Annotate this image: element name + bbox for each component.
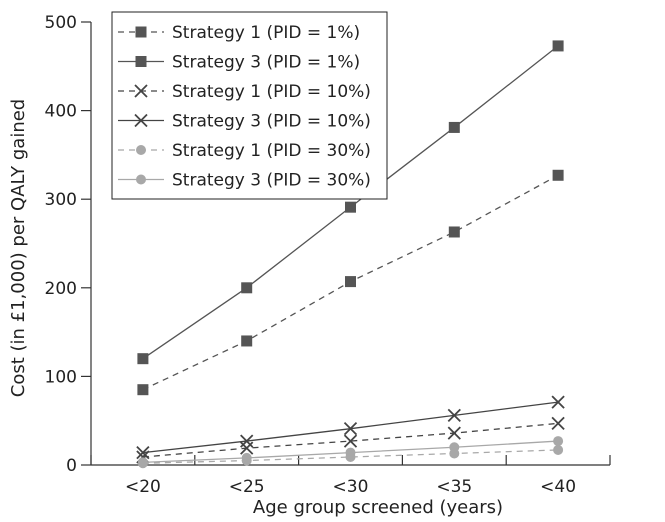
data-point [447, 426, 461, 440]
y-tick-label: 500 [45, 13, 77, 33]
data-point [345, 201, 356, 213]
data-point [345, 447, 356, 458]
legend-item: Strategy 3 (PID = 30%) [118, 171, 371, 191]
legend-label: Strategy 1 (PID = 30%) [172, 141, 371, 161]
legend-box [111, 11, 388, 200]
x-tick-label: <30 [333, 477, 369, 497]
x-tick-label: <25 [229, 477, 265, 497]
legend-item: Strategy 3 (PID = 10%) [118, 112, 371, 132]
y-tick-label: 200 [45, 279, 77, 299]
legend-marker [136, 145, 146, 155]
y-tick-label: 0 [66, 456, 77, 476]
series-6 [137, 436, 564, 468]
x-tick-label: <20 [125, 477, 161, 497]
legend-item: Strategy 3 (PID = 1%) [118, 53, 360, 73]
series-2 [137, 40, 564, 365]
data-point [240, 434, 254, 448]
data-point [553, 436, 564, 447]
legend-marker [135, 56, 147, 67]
x-axis-title: Age group screened (years) [253, 497, 503, 518]
data-point [448, 226, 460, 238]
data-point [241, 282, 253, 294]
legend: Strategy 1 (PID = 1%) Strategy 3 (PID = 1… [111, 11, 388, 200]
data-point [343, 422, 358, 436]
data-point [343, 434, 358, 448]
y-axis-title: Cost (in £1,000) per QALY gained [8, 99, 29, 397]
data-point [137, 457, 148, 468]
legend-marker [134, 113, 148, 128]
data-point [551, 395, 565, 409]
y-tick-label: 400 [45, 102, 77, 122]
legend-item: Strategy 1 (PID = 1%) [118, 23, 360, 43]
data-point [137, 353, 149, 365]
x-tick-label: <40 [540, 477, 576, 497]
legend-label: Strategy 1 (PID = 10%) [172, 82, 371, 102]
legend-marker [135, 26, 147, 38]
data-point [241, 452, 252, 463]
data-point [241, 335, 253, 347]
series-layer [136, 40, 565, 469]
data-point [447, 408, 461, 423]
y-tick-label: 300 [45, 190, 77, 210]
data-point [552, 40, 564, 52]
series-4 [136, 395, 565, 460]
legend-label: Strategy 3 (PID = 30%) [172, 171, 371, 191]
y-tick-label: 100 [45, 367, 77, 387]
legend-label: Strategy 3 (PID = 10%) [172, 112, 371, 132]
legend-item: Strategy 1 (PID = 10%) [118, 82, 371, 102]
data-point [137, 384, 149, 396]
axes: 0 100 200 300 400 500 <20 <25 <30 <35 <40 [45, 13, 611, 497]
data-point [345, 276, 356, 288]
data-point [551, 416, 565, 430]
legend-label: Strategy 3 (PID = 1%) [172, 53, 360, 73]
series-line [142, 449, 559, 464]
legend-marker [136, 174, 146, 185]
series-line [142, 422, 559, 458]
data-point [136, 445, 150, 460]
data-point [448, 121, 460, 133]
legend-item: Strategy 1 (PID = 30%) [118, 141, 371, 161]
x-tick-label: <35 [436, 477, 472, 497]
data-point [449, 442, 460, 453]
series-3 [136, 416, 565, 464]
legend-label: Strategy 1 (PID = 1%) [172, 23, 360, 43]
series-1 [137, 169, 564, 396]
legend-marker [134, 84, 148, 98]
data-point [553, 444, 564, 455]
data-point [552, 169, 564, 181]
